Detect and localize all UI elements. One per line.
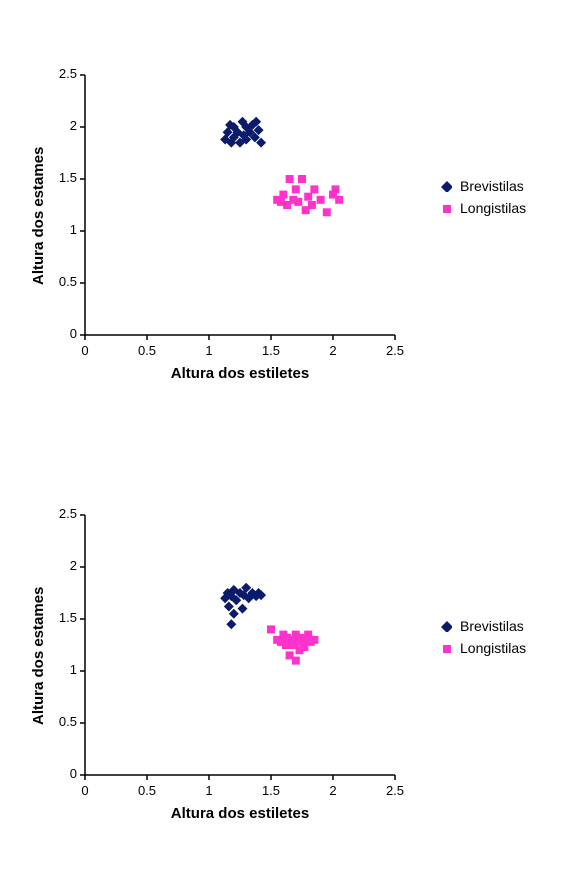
diamond-icon — [440, 620, 452, 632]
legend-label: Longistilas — [460, 640, 526, 656]
data-point — [308, 201, 316, 209]
legend-item: Longistilas — [440, 197, 526, 219]
legend-item: Brevistilas — [440, 175, 526, 197]
data-point — [310, 185, 318, 193]
legend-item: Brevistilas — [440, 615, 526, 637]
chart-plot-chart1 — [0, 55, 587, 415]
data-point — [335, 196, 343, 204]
data-point — [292, 657, 300, 665]
chart-plot-chart2 — [0, 495, 587, 855]
legend-label: Brevistilas — [460, 178, 524, 194]
chart-top: 00.511.522.500.511.522.5Altura dos estam… — [0, 55, 587, 415]
legend-item: Longistilas — [440, 637, 526, 659]
data-point — [298, 175, 306, 183]
data-point — [286, 175, 294, 183]
legend: Brevistilas Longistilas — [440, 175, 526, 219]
legend: Brevistilas Longistilas — [440, 615, 526, 659]
x-axis-label: Altura dos estiletes — [160, 805, 320, 822]
data-point — [292, 185, 300, 193]
data-point — [224, 602, 234, 612]
page: 00.511.522.500.511.522.5Altura dos estam… — [0, 0, 587, 890]
y-axis-label: Altura dos estames — [30, 587, 47, 725]
legend-label: Longistilas — [460, 200, 526, 216]
chart-bottom: 00.511.522.500.511.522.5Altura dos estam… — [0, 495, 587, 855]
square-icon — [440, 202, 452, 214]
data-point — [317, 196, 325, 204]
data-point — [323, 208, 331, 216]
data-point — [294, 198, 302, 206]
data-point — [331, 185, 339, 193]
data-point — [310, 636, 318, 644]
data-point — [304, 193, 312, 201]
square-icon — [440, 642, 452, 654]
legend-label: Brevistilas — [460, 618, 524, 634]
diamond-icon — [440, 180, 452, 192]
data-point — [237, 604, 247, 614]
data-point — [279, 191, 287, 199]
data-point — [229, 609, 239, 619]
data-point — [226, 619, 236, 629]
x-axis-label: Altura dos estiletes — [160, 365, 320, 382]
y-axis-label: Altura dos estames — [30, 147, 47, 285]
data-point — [267, 625, 275, 633]
